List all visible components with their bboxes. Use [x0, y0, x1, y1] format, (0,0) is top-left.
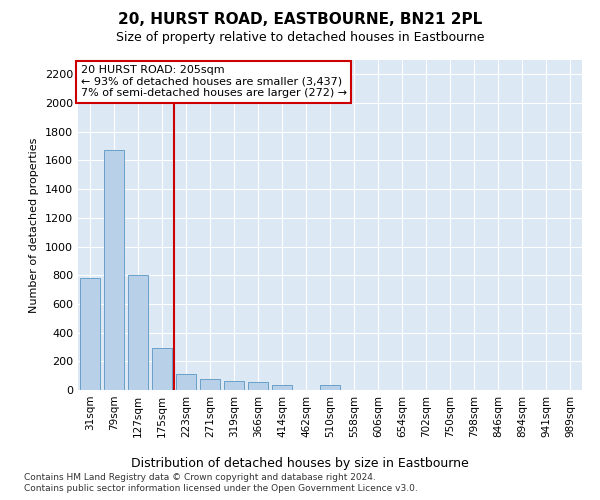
Bar: [248, 382, 268, 390]
Bar: [104, 150, 124, 390]
Bar: [176, 374, 196, 390]
Bar: [272, 385, 292, 390]
Text: 20, HURST ROAD, EASTBOURNE, BN21 2PL: 20, HURST ROAD, EASTBOURNE, BN21 2PL: [118, 12, 482, 28]
Bar: [152, 348, 172, 390]
Text: Contains HM Land Registry data © Crown copyright and database right 2024.: Contains HM Land Registry data © Crown c…: [24, 472, 376, 482]
Bar: [224, 380, 244, 390]
Y-axis label: Number of detached properties: Number of detached properties: [29, 138, 40, 312]
Bar: [80, 278, 100, 390]
Text: Size of property relative to detached houses in Eastbourne: Size of property relative to detached ho…: [116, 31, 484, 44]
Text: Distribution of detached houses by size in Eastbourne: Distribution of detached houses by size …: [131, 458, 469, 470]
Text: Contains public sector information licensed under the Open Government Licence v3: Contains public sector information licen…: [24, 484, 418, 493]
Text: 20 HURST ROAD: 205sqm
← 93% of detached houses are smaller (3,437)
7% of semi-de: 20 HURST ROAD: 205sqm ← 93% of detached …: [80, 65, 347, 98]
Bar: [320, 385, 340, 390]
Bar: [128, 275, 148, 390]
Bar: [200, 379, 220, 390]
